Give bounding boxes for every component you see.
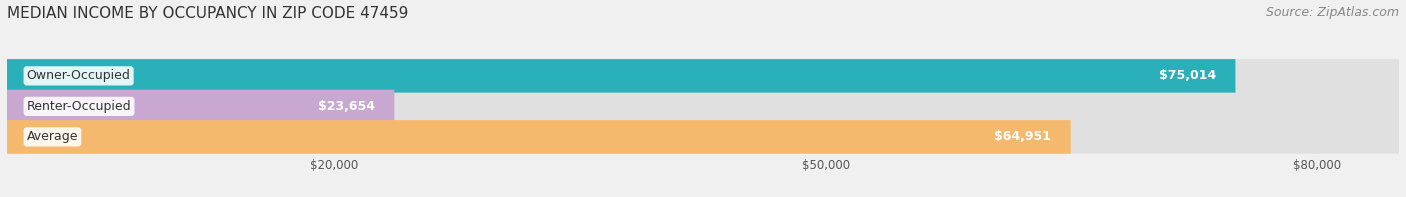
Text: MEDIAN INCOME BY OCCUPANCY IN ZIP CODE 47459: MEDIAN INCOME BY OCCUPANCY IN ZIP CODE 4… — [7, 6, 408, 21]
FancyBboxPatch shape — [7, 90, 1399, 123]
FancyBboxPatch shape — [7, 120, 1070, 154]
Text: $64,951: $64,951 — [994, 130, 1052, 143]
FancyBboxPatch shape — [7, 120, 1399, 154]
Text: Average: Average — [27, 130, 79, 143]
Text: Owner-Occupied: Owner-Occupied — [27, 69, 131, 82]
Text: $23,654: $23,654 — [318, 100, 375, 113]
Text: Source: ZipAtlas.com: Source: ZipAtlas.com — [1265, 6, 1399, 19]
FancyBboxPatch shape — [7, 59, 1236, 93]
FancyBboxPatch shape — [7, 90, 394, 123]
Text: Renter-Occupied: Renter-Occupied — [27, 100, 131, 113]
FancyBboxPatch shape — [7, 59, 1399, 93]
Text: $75,014: $75,014 — [1159, 69, 1216, 82]
